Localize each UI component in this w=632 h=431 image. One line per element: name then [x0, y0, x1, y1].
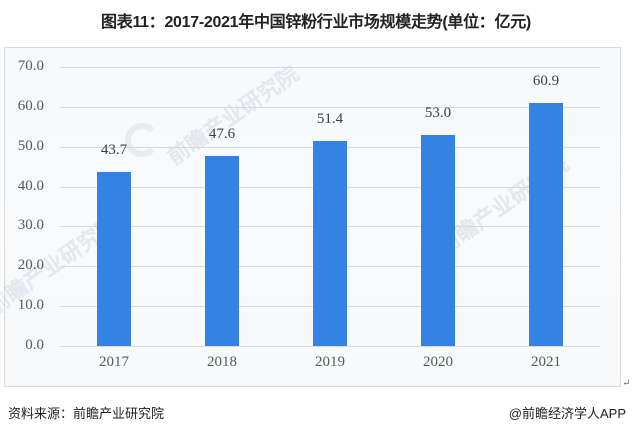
source-note: 资料来源：前瞻产业研究院 [8, 406, 165, 421]
y-axis-tick-label: 40.0 [17, 178, 44, 194]
y-axis-tick-label: 70.0 [17, 58, 44, 74]
y-axis-tick-label: 30.0 [17, 217, 44, 233]
x-axis-tick-label: 2019 [315, 354, 345, 370]
bar-value-label: 53.0 [424, 105, 452, 121]
y-axis-tick-label: 0.0 [25, 337, 44, 353]
x-axis-tick-label: 2017 [99, 354, 129, 370]
bar-2021 [529, 103, 563, 346]
bar-2018 [205, 156, 239, 346]
bar-value-label: 51.4 [316, 111, 344, 127]
watermark-logo-icon [125, 123, 159, 157]
bar-2019 [313, 141, 347, 346]
credit-note: @前瞻经济学人APP [508, 406, 626, 421]
bar-2017 [97, 172, 131, 346]
paragraph-mark-icon: ↵ [622, 378, 631, 389]
y-axis-tick-label: 50.0 [17, 138, 44, 154]
bar-2020 [421, 135, 455, 346]
y-axis-tick-label: 10.0 [17, 297, 44, 313]
x-axis-tick-label: 2018 [207, 354, 237, 370]
watermark-text: 前瞻产业研究院 [162, 60, 304, 170]
gridline [60, 346, 600, 347]
gridline [60, 67, 600, 68]
y-axis-tick-label: 20.0 [17, 257, 44, 273]
bar-value-label: 60.9 [532, 73, 560, 89]
x-axis-tick-label: 2021 [531, 354, 561, 370]
x-axis-tick-label: 2020 [423, 354, 453, 370]
bar-value-label: 47.6 [208, 126, 236, 142]
chart-title: 图表11：2017-2021年中国锌粉行业市场规模走势(单位：亿元) [101, 14, 531, 31]
gridline [60, 107, 600, 108]
y-axis-tick-label: 60.0 [17, 98, 44, 114]
bar-value-label: 43.7 [100, 142, 128, 158]
